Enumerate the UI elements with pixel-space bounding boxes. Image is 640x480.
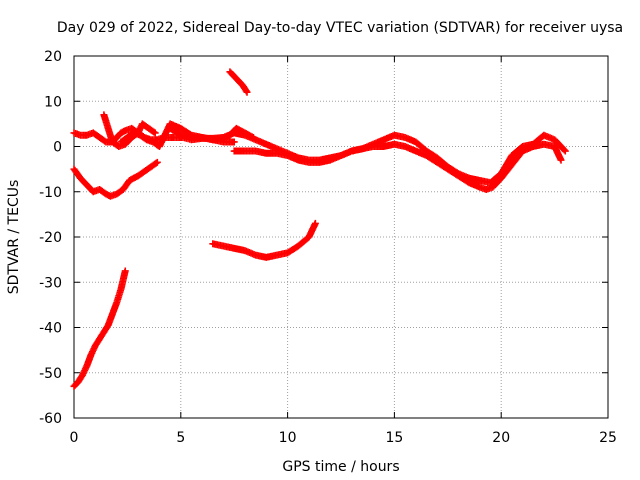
- data-marker: [174, 129, 182, 137]
- data-marker: [75, 172, 83, 180]
- y-tick-label: -60: [39, 411, 62, 427]
- x-tick-label: 25: [599, 430, 617, 446]
- data-marker: [87, 185, 95, 193]
- data-marker: [72, 380, 80, 388]
- x-tick-label: 20: [492, 430, 510, 446]
- data-marker: [138, 169, 146, 177]
- data-marker: [559, 145, 567, 153]
- data-marker: [98, 331, 106, 339]
- y-tick-label: -30: [39, 275, 62, 291]
- y-tick-label: 20: [44, 49, 62, 65]
- x-axis-label: GPS time / hours: [282, 459, 399, 475]
- data-marker: [506, 163, 514, 171]
- x-tick-label: 5: [176, 430, 185, 446]
- x-tick-label: 0: [70, 430, 79, 446]
- data-marker: [560, 146, 568, 154]
- series-track-e: [230, 140, 565, 193]
- data-marker: [149, 127, 157, 135]
- data-marker: [124, 179, 132, 187]
- data-marker: [144, 165, 152, 173]
- data-marker: [114, 294, 122, 302]
- data-marker: [81, 179, 89, 187]
- data-marker: [311, 221, 319, 229]
- data-marker: [292, 244, 300, 252]
- series-track-d: [166, 124, 569, 187]
- series-track-h: [70, 267, 129, 390]
- data-marker: [94, 338, 102, 346]
- y-tick-label: 0: [53, 140, 62, 156]
- y-tick-label: 10: [44, 94, 62, 110]
- data-marks: [70, 68, 569, 390]
- data-marker: [152, 159, 160, 167]
- data-marker: [229, 138, 237, 146]
- data-marker: [237, 79, 245, 87]
- series-track-g: [209, 219, 319, 261]
- data-marker: [77, 374, 85, 382]
- y-tick-label: -40: [39, 321, 62, 337]
- data-marker: [441, 163, 449, 171]
- axis-ticks: 0 5 10 15 20 25 -60 -50 -40 -30 -20 -10 0 10 20: [39, 49, 617, 446]
- data-marker: [99, 188, 107, 196]
- data-marker: [121, 135, 129, 143]
- data-marker: [99, 136, 107, 144]
- series-track-i: [226, 68, 251, 96]
- data-marker: [242, 87, 250, 95]
- data-marker: [142, 123, 150, 131]
- data-marker: [228, 70, 236, 78]
- data-marker: [102, 324, 110, 332]
- data-marker: [462, 177, 470, 185]
- y-tick-label: -10: [39, 185, 62, 201]
- data-marker: [556, 155, 564, 163]
- data-marker: [116, 287, 124, 295]
- series-track-f: [70, 158, 161, 200]
- x-tick-label: 10: [279, 430, 297, 446]
- y-tick-label: -50: [39, 366, 62, 382]
- data-marker: [93, 132, 101, 140]
- data-marker: [232, 75, 240, 83]
- data-marker: [115, 131, 123, 139]
- data-marker: [121, 268, 129, 276]
- grid: [74, 56, 608, 418]
- data-marker: [140, 134, 148, 142]
- data-marker: [241, 85, 249, 93]
- x-tick-label: 15: [385, 430, 403, 446]
- data-marker: [150, 128, 158, 136]
- data-marker: [430, 157, 438, 165]
- data-marker: [452, 170, 460, 178]
- chart-title: Day 029 of 2022, Sidereal Day-to-day VTE…: [57, 20, 623, 36]
- data-marker: [151, 160, 159, 168]
- y-axis-label: SDTVAR / TECUs: [6, 180, 22, 295]
- y-tick-label: -20: [39, 230, 62, 246]
